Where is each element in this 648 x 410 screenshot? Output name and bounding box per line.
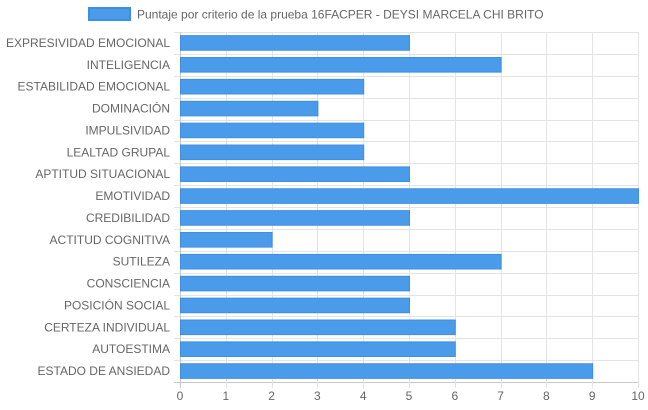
category-label: EMOTIVIDAD <box>95 189 170 203</box>
legend-label: Puntaje por criterio de la prueba 16FACP… <box>137 8 544 22</box>
x-tick-label: 6 <box>451 389 458 403</box>
category-label: CONSCIENCIA <box>87 277 170 291</box>
bar[interactable] <box>180 35 410 51</box>
category-label: DOMINACIÓN <box>92 101 170 116</box>
bar[interactable] <box>180 100 319 117</box>
bar[interactable] <box>180 166 410 182</box>
x-tick-label: 2 <box>268 389 275 403</box>
category-label: AUTOESTIMA <box>92 342 170 356</box>
chart-legend[interactable]: Puntaje por criterio de la prueba 16FACP… <box>88 7 544 22</box>
x-tick-label: 3 <box>314 389 321 403</box>
bar[interactable] <box>180 232 273 248</box>
bar[interactable] <box>180 341 456 357</box>
bar[interactable] <box>180 297 410 314</box>
bar[interactable] <box>180 57 502 73</box>
category-label: CREDIBILIDAD <box>86 211 170 225</box>
bar[interactable] <box>180 78 365 95</box>
category-label: ACTITUD COGNITIVA <box>50 233 170 247</box>
bar[interactable] <box>180 363 594 379</box>
x-tick-label: 8 <box>543 389 550 403</box>
bar[interactable] <box>180 122 365 139</box>
category-label: POSICIÓN SOCIAL <box>64 297 170 312</box>
x-tick-label: 9 <box>589 389 596 403</box>
x-axis-tick-labels: 0 1 2 3 4 5 6 7 8 9 10 <box>177 389 645 403</box>
category-label: ESTADO DE ANSIEDAD <box>38 364 171 378</box>
x-tick-label: 7 <box>497 389 504 403</box>
x-tick-label: 4 <box>360 389 367 403</box>
category-label: ESTABILIDAD EMOCIONAL <box>18 80 171 94</box>
category-label: SUTILEZA <box>113 255 170 269</box>
x-tick-label: 5 <box>406 389 413 403</box>
bar[interactable] <box>180 319 456 336</box>
bar[interactable] <box>180 144 365 161</box>
x-tick-label: 0 <box>177 389 184 403</box>
legend-swatch <box>88 7 131 21</box>
category-label: EXPRESIVIDAD EMOCIONAL <box>6 36 170 50</box>
x-tick-label: 1 <box>222 389 229 403</box>
bar[interactable] <box>180 275 410 292</box>
category-labels: EXPRESIVIDAD EMOCIONAL INTELIGENCIA ESTABI… <box>6 36 170 378</box>
category-label: INTELIGENCIA <box>87 58 170 72</box>
category-label: APTITUD SITUACIONAL <box>35 167 170 181</box>
category-label: LEALTAD GRUPAL <box>67 145 171 159</box>
bar[interactable] <box>180 188 639 204</box>
bar[interactable] <box>180 253 502 270</box>
category-label: IMPULSIVIDAD <box>85 123 170 137</box>
x-tick-label: 10 <box>631 389 645 403</box>
bars <box>180 35 639 379</box>
bar[interactable] <box>180 210 410 226</box>
category-label: CERTEZA INDIVIDUAL <box>44 320 170 334</box>
